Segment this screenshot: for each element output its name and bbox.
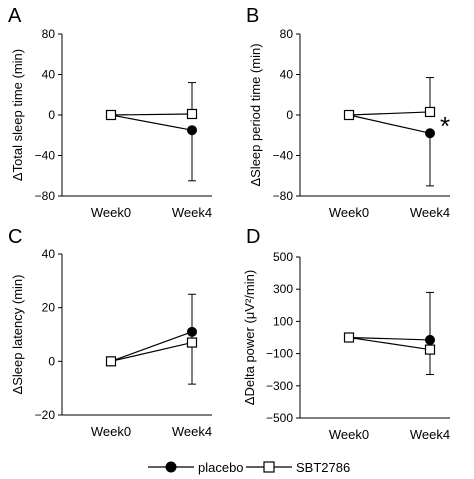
sbt2786-point: [186, 337, 198, 348]
y-tick-label: 0: [48, 108, 55, 122]
panel-letter: B: [246, 5, 259, 27]
sbt2786-line: [348, 111, 431, 116]
y-tick-label: 20: [42, 301, 56, 315]
sbt2786-point: [105, 356, 117, 367]
panel-d: D 500 300 100 −100 −300 −500 Week0 Week4 ΔDelta p…: [242, 226, 450, 442]
x-tick-label: Week4: [410, 205, 450, 220]
panel-letter: C: [8, 226, 22, 248]
placebo-line: [110, 331, 193, 362]
y-tick-label: 100: [273, 314, 293, 328]
y-tick-label: 500: [273, 250, 293, 264]
y-tick-label: −100: [266, 347, 293, 361]
legend-sbt2786-marker: [263, 461, 275, 473]
x-tick-label: Week0: [91, 424, 131, 439]
x-tick-label: Week0: [91, 205, 131, 220]
x-tick-label: Week0: [329, 427, 369, 442]
y-axis-label: ΔTotal sleep time (min): [10, 49, 25, 181]
sbt2786-point: [105, 109, 117, 121]
y-tick-label: 40: [280, 68, 294, 82]
significance-asterisk: *: [440, 111, 450, 141]
y-tick-label: 40: [42, 68, 56, 82]
y-tick-label: −500: [266, 411, 293, 425]
legend-placebo-marker: [165, 461, 177, 473]
placebo-point: [187, 125, 197, 136]
panel-c: C 40 20 0 −20 Week0 Week4 ΔSleep latency (min): [8, 226, 212, 439]
sbt2786-point: [343, 109, 355, 121]
sbt2786-point: [186, 108, 198, 120]
legend-sbt2786-label: SBT2786: [296, 460, 350, 475]
sbt2786-line: [348, 336, 431, 351]
sbt2786-line: [110, 113, 193, 116]
placebo-line: [348, 336, 431, 341]
y-tick-label: 40: [42, 247, 56, 261]
panel-b: B 80 40 0 −40 −80 Week0 Week4 ΔSleep period time…: [246, 5, 450, 220]
legend-placebo-label: placebo: [198, 460, 244, 475]
x-tick-label: Week0: [329, 205, 369, 220]
panel-letter: D: [246, 226, 260, 248]
x-tick-label: Week4: [410, 427, 450, 442]
sbt2786-point: [343, 332, 355, 343]
y-tick-label: 80: [42, 27, 56, 41]
y-tick-label: 0: [48, 354, 55, 368]
y-axis-label: ΔSleep latency (min): [10, 275, 25, 395]
x-tick-label: Week4: [172, 424, 212, 439]
y-tick-label: −80: [35, 189, 56, 203]
placebo-line: [348, 114, 431, 134]
sbt2786-point: [424, 344, 436, 355]
placebo-point: [425, 128, 435, 139]
x-tick-label: Week4: [172, 205, 212, 220]
sbt2786-line: [110, 341, 193, 362]
y-tick-label: 80: [280, 27, 294, 41]
y-tick-label: −300: [266, 379, 293, 393]
y-tick-label: −20: [35, 408, 56, 422]
y-tick-label: −80: [273, 189, 294, 203]
panel-a: A 80 40 0 −40 −80 Week0 Week4 ΔTotal sleep time …: [8, 5, 212, 220]
legend: placebo SBT2786: [148, 460, 350, 475]
panels: A 80 40 0 −40 −80 Week0 Week4 ΔTotal sleep time …: [8, 5, 450, 442]
y-tick-label: −40: [273, 149, 294, 163]
y-axis-label: ΔSleep period time (min): [248, 43, 263, 186]
y-tick-label: 0: [286, 108, 293, 122]
y-tick-label: 300: [273, 282, 293, 296]
panel-letter: A: [8, 5, 22, 27]
placebo-line: [110, 114, 193, 131]
y-axis-label: ΔDelta power (μV²/min): [242, 270, 257, 405]
y-tick-label: −40: [35, 149, 56, 163]
sbt2786-point: [424, 106, 436, 118]
